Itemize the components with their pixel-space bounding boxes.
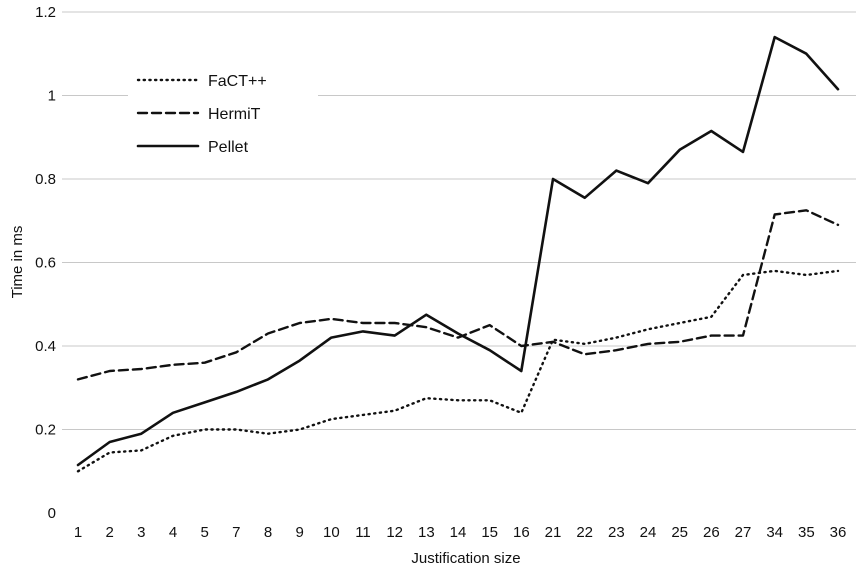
- legend-label: FaCT++: [208, 73, 267, 90]
- x-tick-label: 14: [450, 524, 467, 541]
- x-tick-label: 4: [169, 524, 177, 541]
- y-tick-label: 0.4: [35, 338, 56, 355]
- x-tick-label: 23: [608, 524, 625, 541]
- x-tick-label: 12: [386, 524, 403, 541]
- y-tick-label: 1.2: [35, 4, 56, 21]
- x-tick-label: 15: [481, 524, 498, 541]
- x-tick-label: 36: [830, 524, 847, 541]
- series-lines: [76, 35, 840, 473]
- x-tick-label: 10: [323, 524, 340, 541]
- x-tick-label: 22: [576, 524, 593, 541]
- x-tick-label: 5: [200, 524, 208, 541]
- x-tick-label: 27: [735, 524, 752, 541]
- legend: FaCT++ HermiT Pellet: [128, 60, 318, 168]
- x-tick-label: 11: [355, 524, 371, 541]
- x-tick-label: 26: [703, 524, 720, 541]
- y-tick-label: 0.2: [35, 422, 56, 439]
- x-tick-label: 8: [264, 524, 272, 541]
- x-tick-label: 35: [798, 524, 815, 541]
- x-tick-label: 34: [766, 524, 783, 541]
- y-tick-label: 0: [48, 505, 56, 522]
- y-axis-ticks: 0 0.2 0.4 0.6 0.8 1 1.2: [35, 4, 56, 522]
- x-axis-ticks: 1 2 3 4 5 7 8 9 10 11 12 13 14 15 16 21 22 23 24 25 26 27 34 35…: [74, 524, 847, 541]
- x-axis-title: Justification size: [411, 550, 520, 567]
- x-tick-label: 21: [545, 524, 562, 541]
- x-tick-label: 16: [513, 524, 530, 541]
- x-tick-label: 24: [640, 524, 657, 541]
- x-tick-label: 7: [232, 524, 240, 541]
- y-axis-title: Time in ms: [9, 226, 26, 299]
- x-tick-label: 25: [671, 524, 688, 541]
- x-tick-label: 1: [74, 524, 82, 541]
- y-tick-label: 1: [48, 88, 56, 105]
- x-tick-label: 9: [295, 524, 303, 541]
- y-tick-label: 0.8: [35, 171, 56, 188]
- series-line-hermit: [76, 209, 840, 381]
- x-tick-label: 3: [137, 524, 145, 541]
- y-tick-label: 0.6: [35, 255, 56, 272]
- legend-label: HermiT: [208, 106, 261, 123]
- legend-label: Pellet: [208, 139, 249, 156]
- series-line-fact-: [76, 269, 840, 473]
- x-tick-label: 13: [418, 524, 435, 541]
- x-tick-label: 2: [105, 524, 113, 541]
- series-line-pellet: [76, 35, 840, 467]
